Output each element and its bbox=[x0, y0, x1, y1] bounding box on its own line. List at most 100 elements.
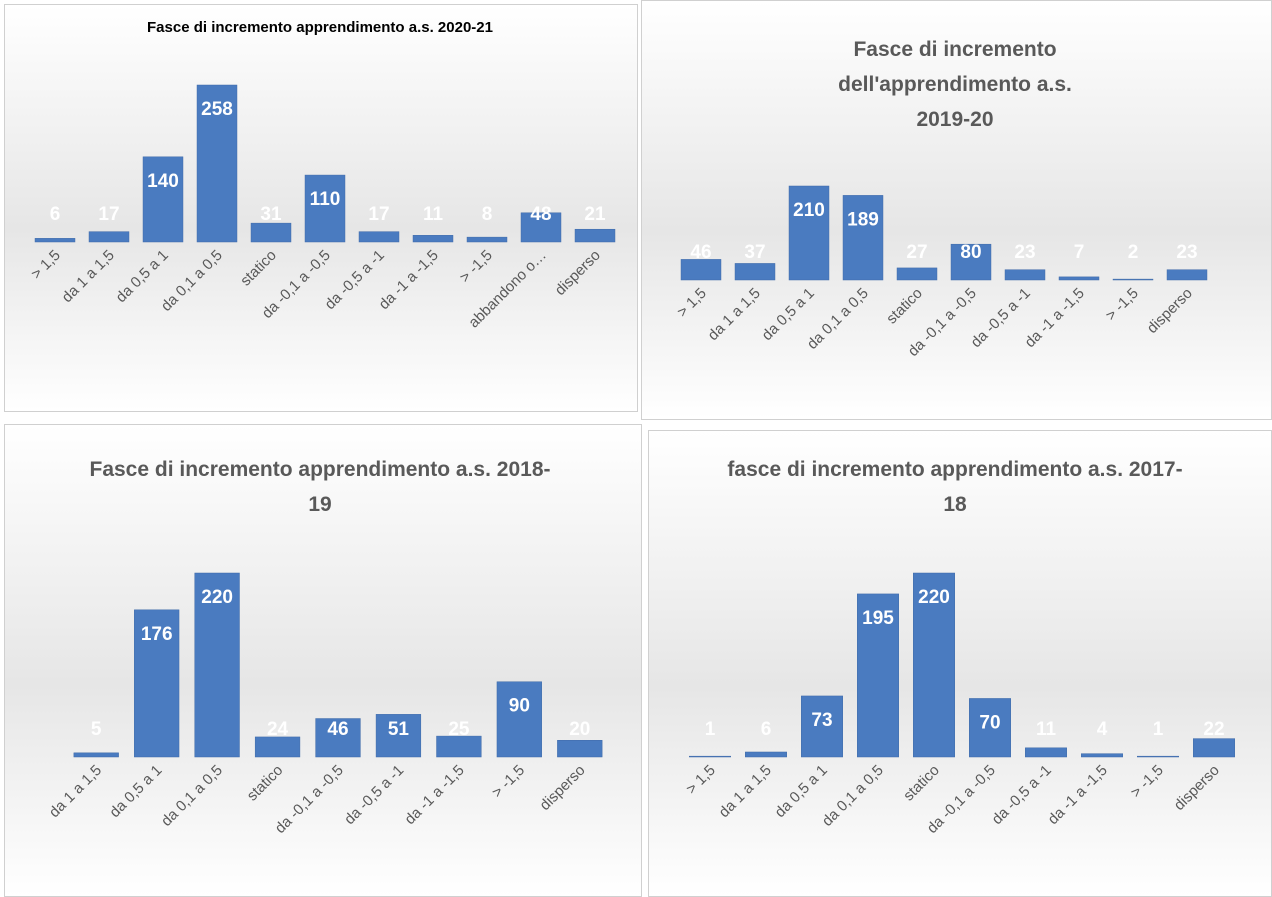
x-tick-label: > -1,5 bbox=[1127, 762, 1166, 801]
x-tick-label: disperso bbox=[1171, 762, 1223, 814]
bar bbox=[520, 212, 562, 243]
data-label: 220 bbox=[201, 587, 233, 608]
bar bbox=[375, 714, 422, 758]
bar bbox=[73, 752, 119, 758]
x-tick-label: da 1 a 1,5 bbox=[716, 762, 775, 821]
bar bbox=[574, 228, 616, 243]
bar bbox=[557, 740, 603, 758]
data-label: 110 bbox=[310, 189, 341, 210]
x-tick-label: disperso bbox=[552, 247, 604, 299]
bar bbox=[745, 751, 787, 758]
data-label: 31 bbox=[260, 204, 282, 225]
bar bbox=[196, 84, 238, 243]
bar bbox=[304, 174, 346, 243]
bar bbox=[734, 263, 776, 281]
x-tick-label: da 1 a 1,5 bbox=[46, 762, 105, 821]
x-tick-label: > -1,5 bbox=[1102, 285, 1141, 324]
data-label: 24 bbox=[267, 719, 289, 740]
x-tick-label: > 1,5 bbox=[683, 762, 719, 798]
x-tick-label: da -1 a -1,5 bbox=[401, 762, 467, 828]
bar bbox=[1058, 276, 1100, 281]
bar bbox=[34, 238, 76, 243]
data-label: 17 bbox=[98, 204, 119, 225]
x-tick-label: da -0,5 a -1 bbox=[341, 762, 407, 828]
bar bbox=[1193, 738, 1235, 758]
data-label: 176 bbox=[141, 624, 173, 645]
bar bbox=[680, 259, 722, 281]
data-label: 11 bbox=[423, 204, 444, 225]
data-label: 25 bbox=[448, 719, 470, 740]
bar bbox=[801, 695, 843, 758]
x-tick-label: statico bbox=[237, 247, 280, 290]
bar bbox=[1025, 747, 1067, 758]
chart-title: fasce di incremento apprendimento a.s. 2… bbox=[727, 458, 1183, 516]
bar bbox=[950, 243, 992, 281]
x-tick-label: da 0,1 a 0,5 bbox=[158, 762, 226, 830]
data-label: 5 bbox=[91, 719, 102, 740]
data-label: 80 bbox=[960, 242, 981, 263]
panel bbox=[641, 0, 1272, 420]
data-label: 23 bbox=[1014, 242, 1035, 263]
bar bbox=[689, 755, 731, 758]
bar bbox=[1004, 269, 1046, 281]
bar bbox=[142, 156, 184, 243]
bar bbox=[857, 593, 899, 758]
data-label: 195 bbox=[862, 608, 894, 629]
bar bbox=[412, 235, 454, 243]
bar bbox=[134, 609, 180, 758]
bar bbox=[254, 736, 301, 758]
data-label: 90 bbox=[509, 696, 530, 717]
data-label: 189 bbox=[847, 209, 879, 230]
data-label: 8 bbox=[482, 204, 493, 225]
bar bbox=[250, 222, 292, 243]
x-tick-label: da 1 a 1,5 bbox=[59, 247, 118, 306]
data-label: 46 bbox=[690, 242, 711, 263]
panel bbox=[648, 430, 1272, 897]
x-tick-label: disperso bbox=[1144, 285, 1196, 337]
bar bbox=[842, 195, 884, 281]
x-tick-label: da 0,5 a 1 bbox=[772, 762, 831, 821]
data-label: 37 bbox=[744, 242, 765, 263]
bar bbox=[358, 231, 400, 243]
data-label: 4 bbox=[1097, 719, 1108, 740]
bar bbox=[1137, 755, 1179, 758]
data-label: 73 bbox=[811, 710, 832, 731]
bar bbox=[315, 718, 361, 758]
x-tick-label: disperso bbox=[536, 762, 588, 814]
data-label: 140 bbox=[147, 171, 179, 192]
data-label: 21 bbox=[584, 204, 606, 225]
bar bbox=[88, 231, 130, 243]
data-label: 46 bbox=[327, 719, 348, 740]
bar bbox=[969, 698, 1011, 758]
bar bbox=[194, 572, 240, 758]
data-label: 48 bbox=[530, 204, 551, 225]
x-tick-label: statico bbox=[900, 762, 943, 805]
bar bbox=[496, 681, 542, 758]
data-label: 27 bbox=[906, 242, 927, 263]
bar bbox=[788, 185, 830, 281]
data-label: 6 bbox=[761, 719, 772, 740]
bar bbox=[436, 735, 482, 758]
x-tick-label: statico bbox=[244, 762, 287, 805]
chart-title: Fasce di incremento dell'apprendimento a… bbox=[838, 38, 1072, 131]
data-label: 7 bbox=[1074, 242, 1085, 263]
x-tick-label: da 0,5 a 1 bbox=[106, 762, 165, 821]
x-tick-label: statico bbox=[883, 285, 926, 328]
data-label: 220 bbox=[918, 587, 950, 608]
data-label: 70 bbox=[979, 712, 1000, 733]
data-label: 258 bbox=[201, 99, 233, 120]
bar bbox=[896, 267, 938, 281]
bar bbox=[1112, 278, 1154, 281]
data-label: 20 bbox=[569, 719, 590, 740]
bar bbox=[466, 236, 508, 243]
data-label: 11 bbox=[1036, 719, 1057, 740]
chart-title: Fasce di incremento apprendimento a.s. 2… bbox=[147, 19, 493, 36]
x-tick-label: da -0,5 a -1 bbox=[989, 762, 1055, 828]
x-tick-label: > -1,5 bbox=[456, 247, 495, 286]
data-label: 210 bbox=[793, 200, 825, 221]
x-tick-label: > 1,5 bbox=[28, 247, 64, 283]
x-tick-label: > 1,5 bbox=[674, 285, 710, 321]
data-label: 6 bbox=[50, 204, 61, 225]
